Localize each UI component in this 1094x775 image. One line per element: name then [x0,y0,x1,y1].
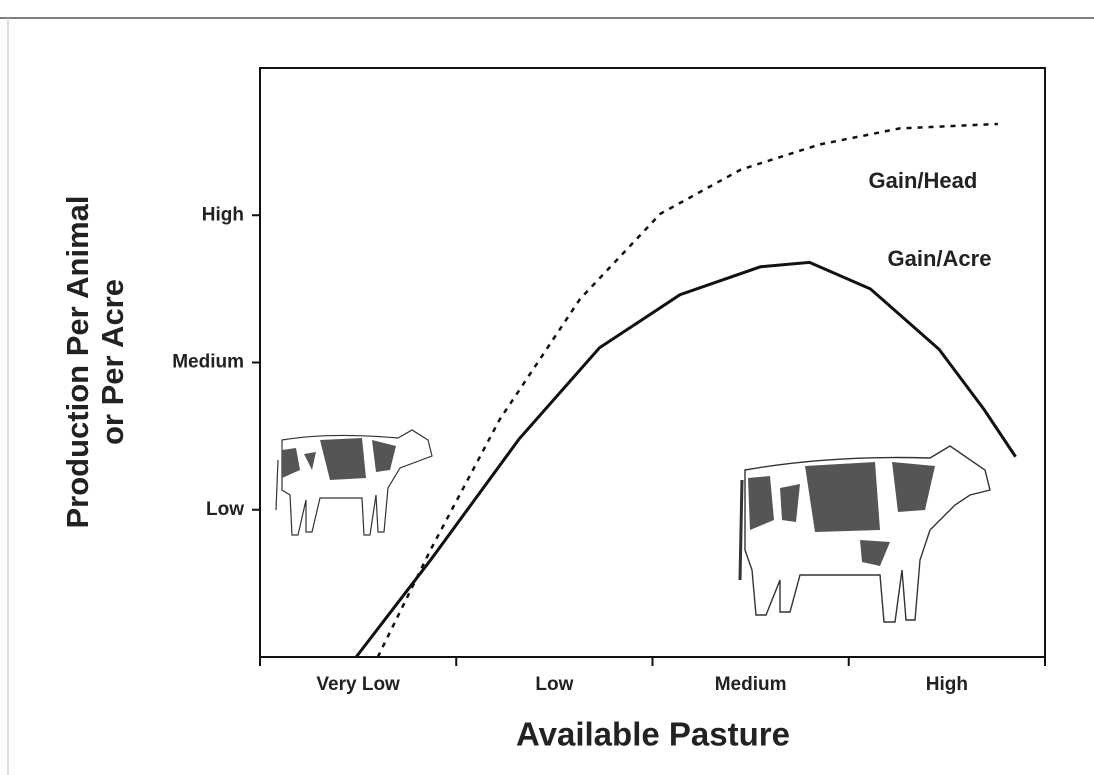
y-tick-label: High [202,204,244,225]
series-label: Gain/Head [868,168,977,193]
y-axis-label: or Per Acre [95,279,130,445]
plot-area [259,67,1046,658]
y-tick-label: Low [206,499,244,520]
y-tick-label: Medium [172,352,244,373]
y-axis-label: Production Per Animal [60,195,95,528]
x-tick-label: Low [535,674,573,695]
cow-illustration [738,445,991,623]
series-label: Gain/Acre [888,246,992,271]
series-line [354,260,1017,658]
x-tick-label: Very Low [316,674,400,695]
x-tick-label: High [926,674,968,695]
series-line [376,122,998,658]
x-tick-label: Medium [715,674,787,695]
cow-illustration [275,429,433,536]
x-axis-label: Available Pasture [516,716,790,753]
